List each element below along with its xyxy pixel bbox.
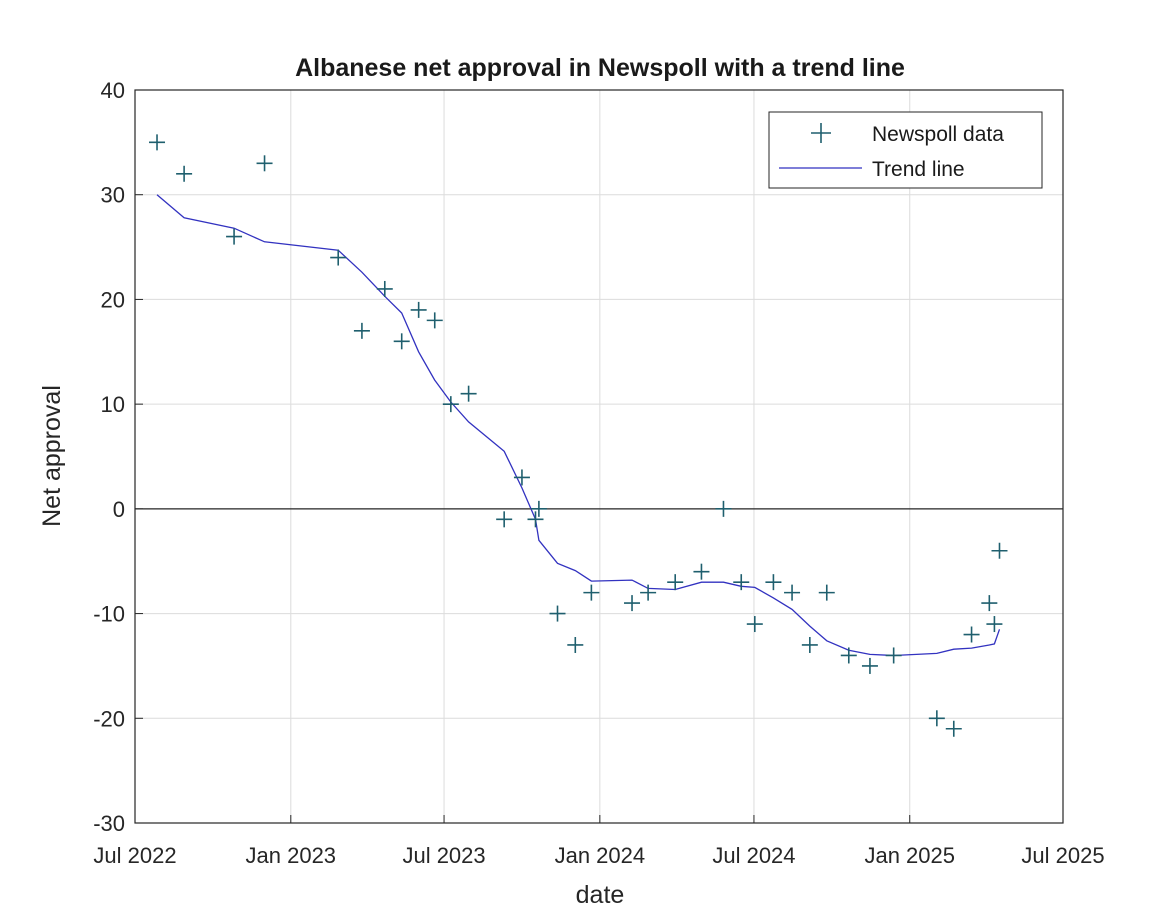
y-tick-label: 20 <box>101 287 125 312</box>
legend-box <box>768 111 1043 189</box>
data-point <box>746 616 763 633</box>
data-point <box>460 385 477 402</box>
data-point <box>376 280 393 297</box>
data-point <box>176 165 193 182</box>
y-tick-label: 30 <box>101 183 125 208</box>
data-markers <box>149 134 1008 737</box>
data-point <box>353 322 370 339</box>
data-point <box>945 720 962 737</box>
x-tick-label: Jul 2025 <box>1021 843 1104 868</box>
data-point <box>784 584 801 601</box>
x-tick-label: Jan 2024 <box>555 843 646 868</box>
y-tick-label: -20 <box>93 706 125 731</box>
data-point <box>410 301 427 318</box>
y-axis-label: Net approval <box>38 385 66 527</box>
x-tick-label: Jul 2023 <box>402 843 485 868</box>
y-tick-label: -30 <box>93 811 125 836</box>
data-point <box>693 563 710 580</box>
x-axis-label: date <box>576 881 625 909</box>
data-point <box>861 657 878 674</box>
data-point <box>496 511 513 528</box>
data-point <box>426 312 443 329</box>
data-point <box>667 574 684 591</box>
data-point <box>986 616 1003 633</box>
data-point <box>226 228 243 245</box>
plot-frame <box>134 89 1064 824</box>
data-point <box>567 636 584 653</box>
data-point <box>393 333 410 350</box>
x-tick-label: Jul 2022 <box>93 843 176 868</box>
y-tick-label: 0 <box>113 497 125 522</box>
chart-title: Albanese net approval in Newspoll with a… <box>295 54 905 82</box>
x-axis-ticks: Jul 2022 Jan 2023 Jul 2023 Jan 2024 Jul 2024… <box>93 815 1105 868</box>
legend: Newspoll data Trend line <box>768 111 1043 189</box>
data-point <box>549 605 566 622</box>
x-tick-label: Jan 2025 <box>864 843 955 868</box>
data-point <box>963 626 980 643</box>
data-point <box>885 647 902 664</box>
data-point <box>330 249 347 266</box>
data-point <box>527 511 544 528</box>
data-point <box>583 584 600 601</box>
data-point <box>256 155 273 172</box>
x-tick-label: Jul 2024 <box>712 843 795 868</box>
data-point <box>513 469 530 486</box>
data-point <box>715 500 732 517</box>
data-point <box>928 710 945 727</box>
data-point <box>801 636 818 653</box>
data-point <box>840 647 857 664</box>
legend-marker-newspoll <box>811 123 831 143</box>
plot-area <box>135 90 1063 823</box>
data-point <box>530 500 547 517</box>
data-point <box>624 595 641 612</box>
data-point <box>149 134 166 151</box>
legend-label-newspoll: Newspoll data <box>872 123 1004 146</box>
data-point <box>733 574 750 591</box>
y-tick-label: 10 <box>101 392 125 417</box>
data-point <box>765 574 782 591</box>
y-tick-label: -10 <box>93 602 125 627</box>
data-point <box>442 396 459 413</box>
data-point <box>991 542 1008 559</box>
y-tick-label: 40 <box>101 78 125 103</box>
data-point <box>640 584 657 601</box>
data-point <box>818 584 835 601</box>
legend-label-trend: Trend line <box>872 158 965 181</box>
y-axis-ticks: 40 30 20 10 0 -10 -20 -30 <box>93 78 143 836</box>
data-point <box>981 595 998 612</box>
x-tick-label: Jan 2023 <box>246 843 337 868</box>
